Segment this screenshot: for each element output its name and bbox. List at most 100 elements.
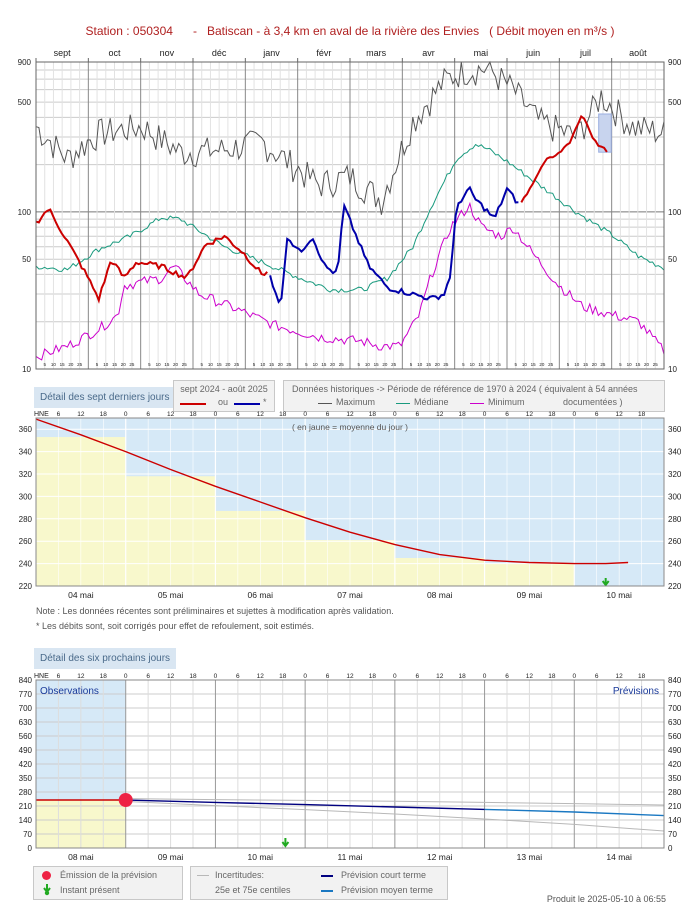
week-hour-tick: 12 [77, 411, 85, 418]
forecast-y-tick-left: 630 [19, 718, 33, 727]
day-tick-label: 10 [260, 362, 266, 367]
instant-marker-icon [281, 838, 290, 848]
maximum-line [35, 60, 665, 215]
week-hour-tick: 18 [279, 411, 287, 418]
historic-legend: Données historiques -> Période de référe… [283, 380, 665, 412]
tab-next-days[interactable]: Détail des six prochains jours [34, 648, 177, 669]
month-label: nov [160, 48, 175, 58]
forecast-hour-tick: 0 [483, 673, 487, 680]
forecast-y-tick-left: 210 [19, 802, 33, 811]
day-tick-label: 15 [164, 362, 170, 367]
short-term-label: Prévision court terme [341, 870, 427, 880]
forecast-y-tick-right: 770 [668, 690, 682, 699]
forecast-hour-tick: 0 [214, 673, 218, 680]
week-hour-tick: 0 [483, 411, 487, 418]
day-tick-label: 15 [321, 362, 327, 367]
day-tick-label: 15 [60, 362, 66, 367]
instant-label: Instant présent [60, 885, 120, 895]
forecast-y-tick-left: 770 [19, 690, 33, 699]
day-tick-label: 5 [514, 362, 517, 367]
day-tick-label: 5 [148, 362, 151, 367]
week-day-label: 10 mai [606, 590, 632, 600]
minimum-line [35, 201, 665, 361]
week-day-label: 09 mai [517, 590, 543, 600]
period-legend: sept 2024 - août 2025 ou * [173, 380, 275, 412]
forecast-y-tick-right: 70 [668, 830, 677, 839]
annual-y-tick-left: 100 [18, 208, 32, 217]
week-y-tick-left: 320 [19, 470, 33, 479]
annual-chart: sept oct nov déc janv févr mars avr mai juin juil a… [18, 48, 682, 374]
month-label: août [629, 48, 647, 58]
annual-frame [35, 61, 665, 370]
forecast-hne-label: HNE [34, 673, 49, 680]
or-label: ou [218, 397, 229, 407]
day-tick-label: 25 [234, 362, 240, 367]
uncertainty-upper-line [125, 798, 665, 806]
week-y-tick-right: 320 [668, 470, 682, 479]
forecast-y-tick-left: 490 [19, 746, 33, 755]
forecast-y-tick-right: 140 [668, 816, 682, 825]
forecast-y-tick-right: 0 [668, 844, 673, 853]
week-y-tick-right: 220 [668, 582, 682, 591]
annual-y-tick-left: 900 [18, 58, 32, 67]
day-tick-label: 20 [382, 362, 388, 367]
week-hour-tick: 6 [595, 411, 599, 418]
day-tick-label: 5 [619, 362, 622, 367]
week-day-label: 05 mai [158, 590, 184, 600]
week-y-tick-right: 280 [668, 515, 682, 524]
week-hour-tick: 6 [57, 411, 61, 418]
day-tick-label: 5 [96, 362, 99, 367]
day-tick-label: 15 [426, 362, 432, 367]
day-tick-label: 20 [644, 362, 650, 367]
emission-dot-icon [42, 871, 51, 880]
forecast-y-tick-right: 490 [668, 746, 682, 755]
forecast-axes: HNE 6 12 18 0 08 mai 6 12 18 0 09 mai 6 12 18 0 10 mai 6… [19, 673, 682, 862]
day-tick-label: 15 [531, 362, 537, 367]
forecast-y-tick-left: 70 [23, 830, 32, 839]
annual-grid [35, 61, 664, 370]
day-tick-label: 10 [208, 362, 214, 367]
forecast-day-label: 09 mai [158, 852, 184, 862]
annual-y-tick-left: 10 [22, 365, 31, 374]
month-label: juil [579, 48, 591, 58]
week-hour-tick: 12 [257, 411, 265, 418]
day-tick-label: 25 [496, 362, 502, 367]
month-label: févr [316, 48, 331, 58]
forecast-hour-tick: 18 [369, 673, 377, 680]
page-title: Station : 050304 - Batiscan - à 3,4 km e… [85, 24, 615, 38]
day-tick-label: 5 [43, 362, 46, 367]
forecast-legend-left: Émission de la prévision Instant présent [33, 866, 183, 900]
forecast-day-label: 13 mai [517, 852, 543, 862]
week-y-tick-left: 260 [19, 537, 33, 546]
week-axes: HNE 6 12 18 0 04 mai 6 12 18 0 05 mai 6 12 18 0 06 mai 6… [19, 411, 682, 600]
week-hour-tick: 18 [100, 411, 108, 418]
week-y-tick-right: 260 [668, 537, 682, 546]
day-tick-label: 15 [217, 362, 223, 367]
note-preliminary: Note : Les données récentes sont prélimi… [36, 606, 394, 616]
forecast-series [36, 793, 665, 848]
week-hne-label: HNE [34, 411, 49, 418]
week-hour-tick: 18 [638, 411, 646, 418]
week-y-tick-right: 300 [668, 492, 682, 501]
period-title: sept 2024 - août 2025 [180, 384, 268, 394]
forecast-hour-tick: 18 [189, 673, 197, 680]
forecast-y-tick-left: 420 [19, 760, 33, 769]
forecast-hour-tick: 18 [638, 673, 646, 680]
day-tick-label: 5 [305, 362, 308, 367]
day-tick-label: 10 [103, 362, 109, 367]
annual-y-tick-right: 50 [668, 255, 677, 264]
day-tick-label: 10 [470, 362, 476, 367]
day-tick-label: 25 [600, 362, 606, 367]
forecast-y-tick-left: 280 [19, 788, 33, 797]
week-hour-tick: 18 [189, 411, 197, 418]
forecast-chart: HNE 6 12 18 0 08 mai 6 12 18 0 09 mai 6 12 18 0 10 mai 6… [19, 673, 682, 862]
forecast-hour-tick: 18 [548, 673, 556, 680]
documented-label: documentées ) [563, 397, 623, 407]
median-label: Médiane [414, 397, 449, 407]
tab-recent-days[interactable]: Détail des sept derniers jours [34, 387, 176, 408]
week-hour-tick: 0 [214, 411, 218, 418]
week-hour-tick: 6 [146, 411, 150, 418]
week-y-tick-left: 360 [19, 425, 33, 434]
week-y-tick-right: 340 [668, 448, 682, 457]
forecast-y-tick-right: 210 [668, 802, 682, 811]
